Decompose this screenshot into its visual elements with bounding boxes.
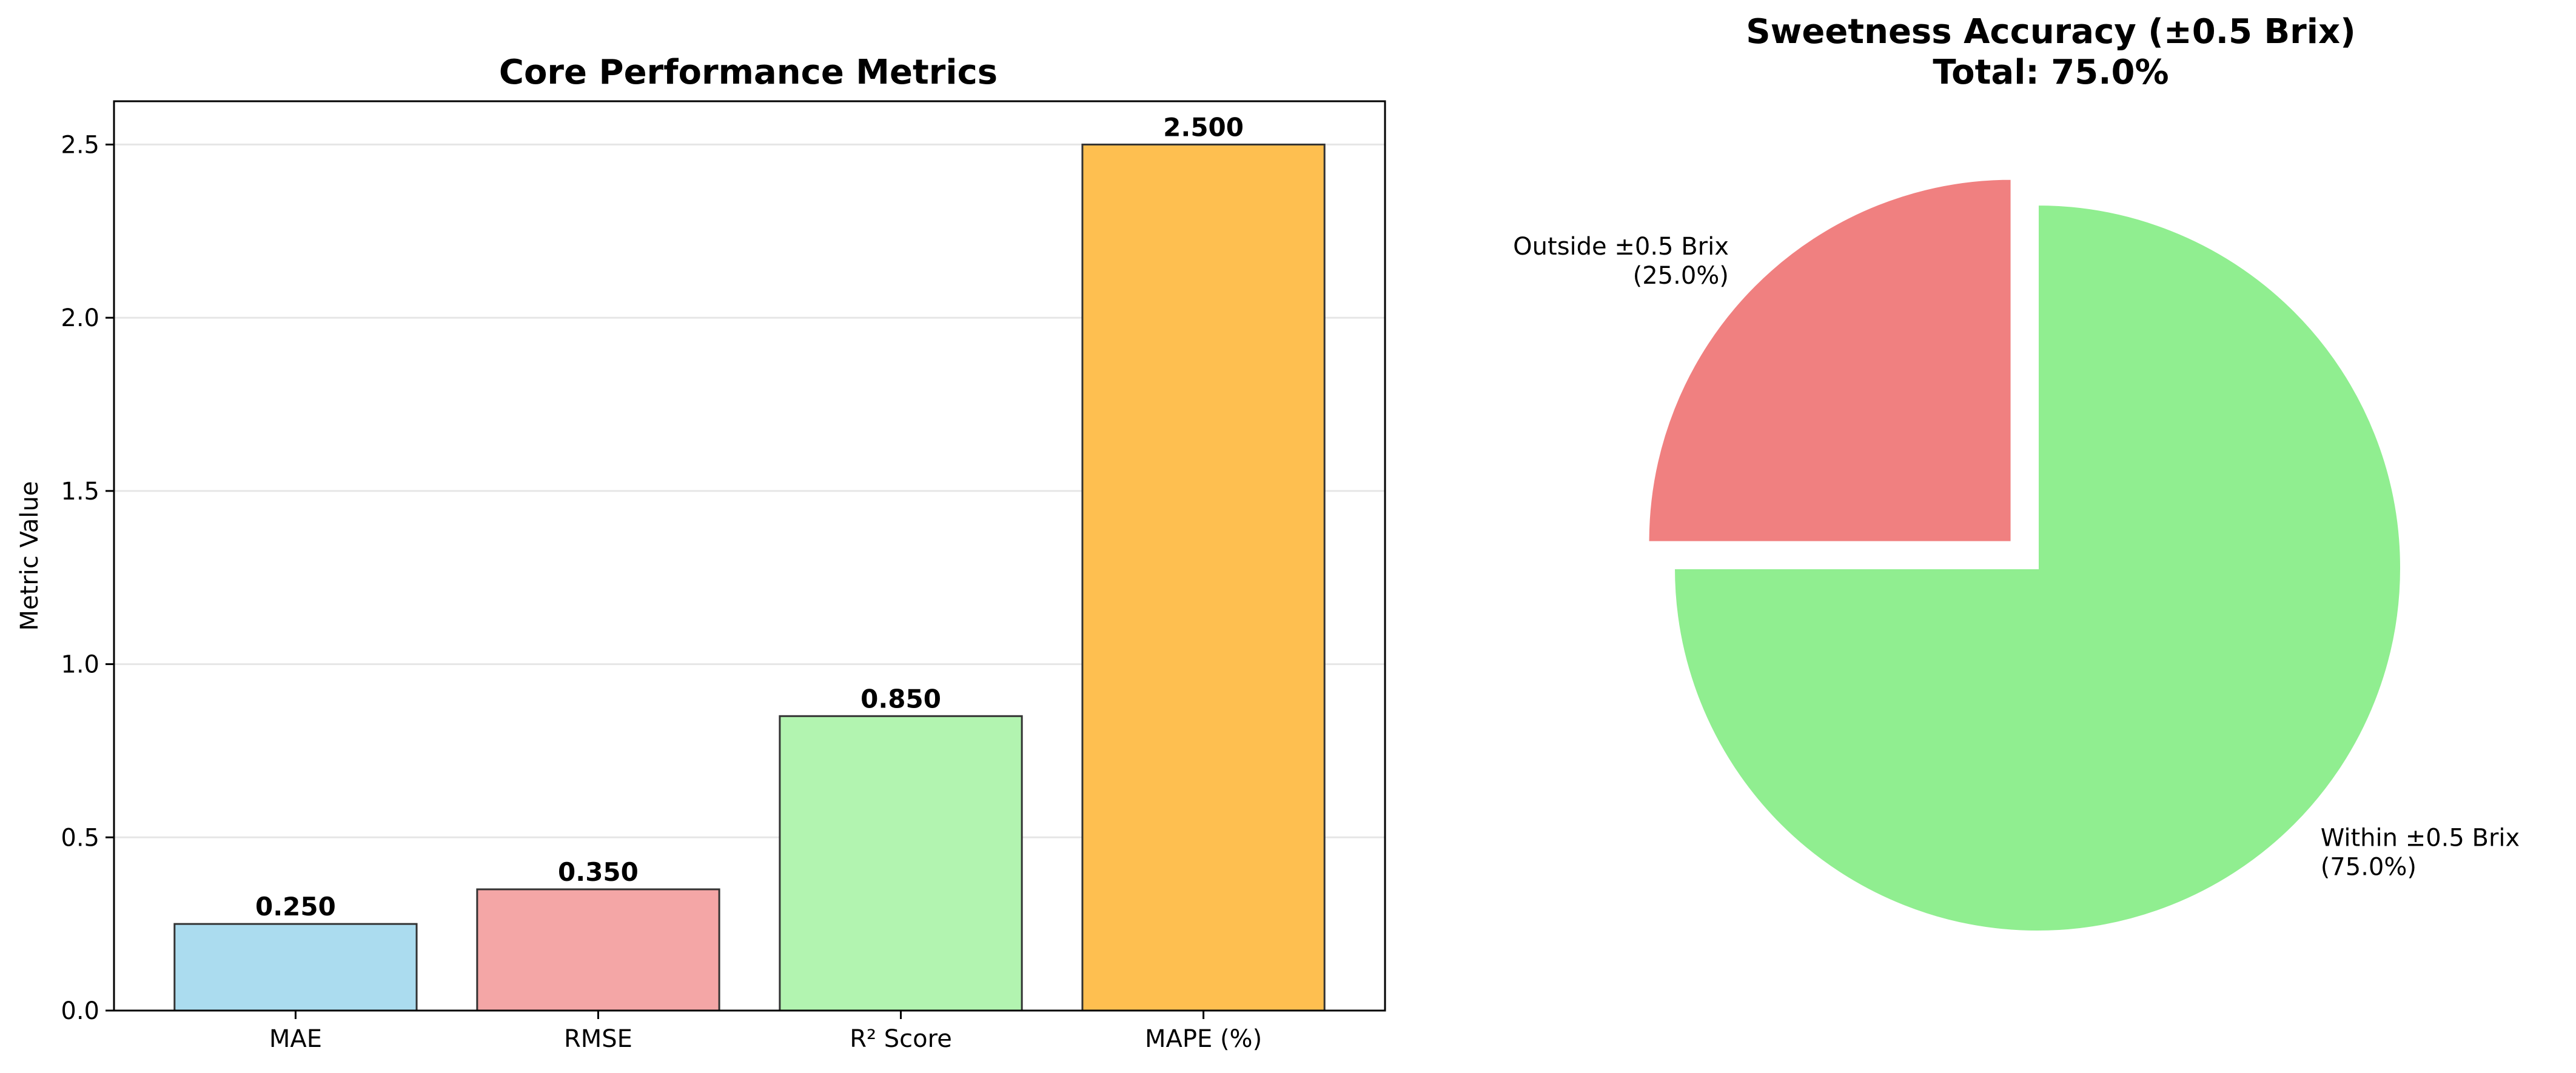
bar-value-label: 0.350 bbox=[558, 857, 639, 887]
pie-slices bbox=[1646, 177, 2403, 933]
y-axis-ticks: 0.0 0.5 1.0 1.5 2.0 2.5 bbox=[61, 131, 114, 1025]
bar bbox=[173, 923, 418, 1012]
bar-value-label: 0.250 bbox=[255, 892, 336, 921]
x-tick-label: MAPE (%) bbox=[1145, 1025, 1262, 1053]
y-tick-label: 0.5 bbox=[61, 824, 99, 852]
y-tick-label: 0.0 bbox=[61, 997, 99, 1025]
bar bbox=[476, 888, 720, 1012]
y-tick-label: 1.0 bbox=[61, 651, 99, 679]
pie-slice-label: Within ±0.5 Brix bbox=[2321, 824, 2520, 852]
bar-value-label: 2.500 bbox=[1163, 112, 1244, 142]
pie-slice bbox=[1646, 177, 2013, 544]
pie-chart: Sweetness Accuracy (±0.5 Brix) Total: 75… bbox=[1513, 12, 2520, 933]
y-tick-label: 1.5 bbox=[61, 478, 99, 506]
pie-slice-percent: (75.0%) bbox=[2321, 854, 2417, 881]
bar bbox=[779, 715, 1023, 1012]
pie-slice-label: Outside ±0.5 Brix bbox=[1513, 233, 1729, 261]
y-tick-label: 2.5 bbox=[61, 131, 99, 159]
bars: 0.250 0.350 0.850 2.500 bbox=[173, 112, 1326, 1012]
x-tick-label: MAE bbox=[269, 1025, 322, 1053]
pie-labels: Outside ±0.5 Brix(25.0%) Within ±0.5 Brix… bbox=[1513, 233, 2520, 881]
bar-value-label: 0.850 bbox=[860, 684, 941, 714]
plot-frame bbox=[113, 100, 1386, 1012]
pie-chart-subtitle: Total: 75.0% bbox=[1933, 53, 2168, 92]
x-tick-label: RMSE bbox=[564, 1025, 632, 1053]
y-axis-label: Metric Value bbox=[16, 481, 44, 631]
x-tick-label: R² Score bbox=[850, 1025, 952, 1053]
y-tick-label: 2.0 bbox=[61, 304, 99, 332]
bar-chart-title: Core Performance Metrics bbox=[499, 53, 998, 92]
x-axis-ticks: MAE RMSE R² Score MAPE (%) bbox=[269, 1011, 1262, 1053]
pie-slice bbox=[1672, 202, 2403, 933]
pie-chart-title: Sweetness Accuracy (±0.5 Brix) bbox=[1746, 12, 2355, 52]
pie-slice-percent: (25.0%) bbox=[1633, 262, 1729, 290]
bar-chart: Core Performance Metrics 0.250 0.350 0.850… bbox=[16, 53, 1386, 1053]
bar bbox=[1081, 143, 1326, 1012]
